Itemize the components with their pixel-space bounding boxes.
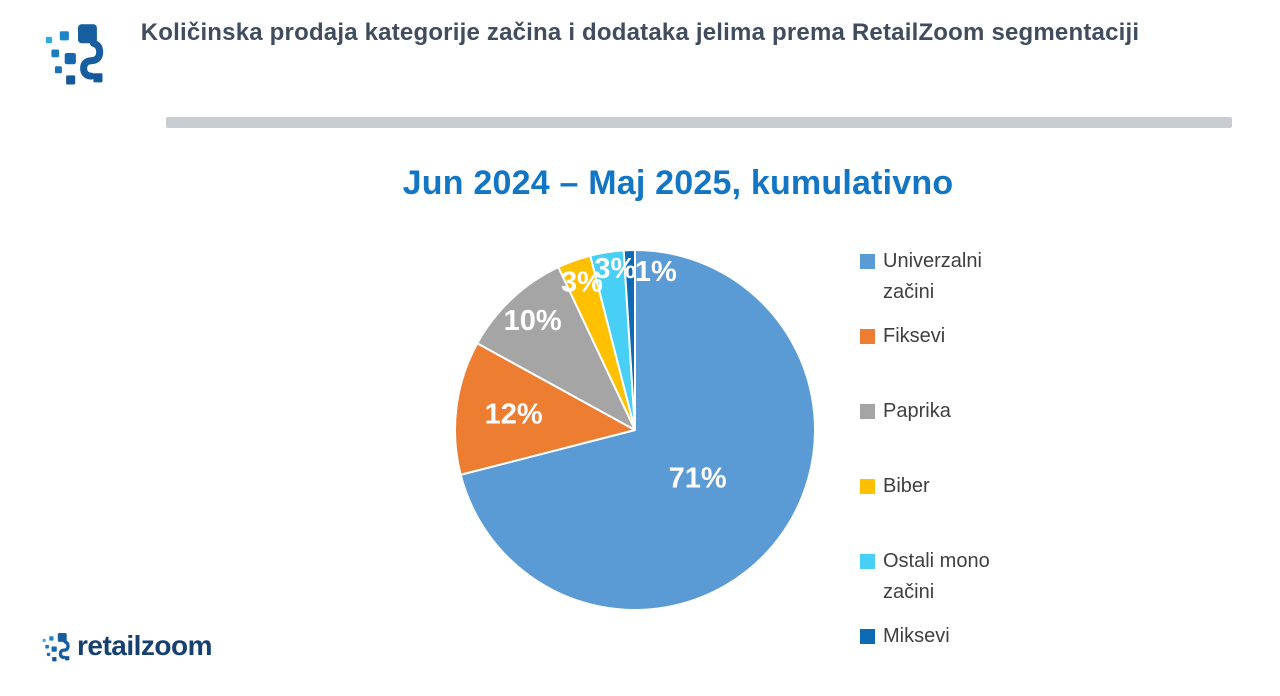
- chart-legend: Univerzalni začini Fiksevi Paprika Biber Ost…: [860, 246, 1031, 696]
- brand-wordmark: retailzoom: [77, 630, 213, 661]
- legend-label: Miksevi: [883, 625, 950, 647]
- header-divider: [166, 117, 1232, 128]
- legend-item: Miksevi: [860, 621, 1031, 696]
- legend-swatch-icon: [860, 554, 875, 569]
- legend-label: Fiksevi: [883, 325, 946, 347]
- legend-label: Ostali mono začini: [883, 550, 990, 603]
- pie-slice-label: 3%: [561, 267, 603, 299]
- pie-slice-label: 12%: [485, 399, 543, 431]
- header: Količinska prodaja kategorije začina i d…: [0, 16, 1280, 50]
- legend-label: Biber: [883, 475, 930, 497]
- pie-slice-label: 1%: [635, 256, 677, 288]
- pie-slice-label: 71%: [669, 463, 727, 495]
- legend-item: Fiksevi: [860, 321, 1031, 396]
- pie-slice-5: [622, 249, 636, 431]
- pie-slice-label: 3%: [594, 253, 636, 285]
- pie-slice-label: 10%: [504, 305, 562, 337]
- legend-swatch-icon: [860, 629, 875, 644]
- pie-slice-2: [476, 266, 636, 431]
- page-title: Količinska prodaja kategorije začina i d…: [140, 19, 1140, 46]
- legend-item: Ostali mono začini: [860, 546, 1031, 621]
- pie-chart: 71%12%10%3%3%1%: [454, 249, 816, 611]
- legend-label: Univerzalni začini: [883, 250, 982, 303]
- legend-item: Biber: [860, 471, 1031, 546]
- retailzoom-mark-icon: [38, 631, 71, 662]
- pie-slice-1: [454, 342, 636, 476]
- legend-item: Paprika: [860, 396, 1031, 471]
- legend-label: Paprika: [883, 400, 951, 422]
- pie-slice-0: [459, 249, 816, 611]
- legend-swatch-icon: [860, 479, 875, 494]
- legend-swatch-icon: [860, 404, 875, 419]
- legend-item: Univerzalni začini: [860, 246, 1031, 321]
- legend-swatch-icon: [860, 329, 875, 344]
- legend-swatch-icon: [860, 254, 875, 269]
- chart-title: Jun 2024 – Maj 2025, kumulativno: [402, 164, 954, 202]
- footer-brand-logo: retailzoom: [38, 630, 213, 662]
